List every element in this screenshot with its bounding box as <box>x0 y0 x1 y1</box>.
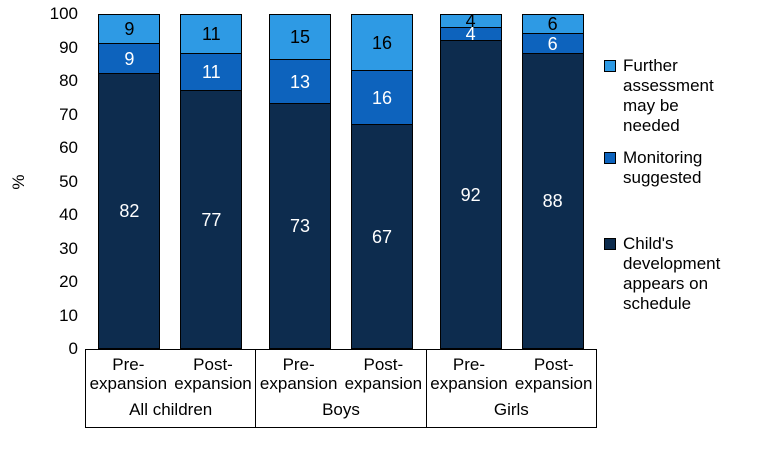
bar-group: 9 9 82 11 11 77 <box>85 14 256 349</box>
bar-segment-on_schedule: 88 <box>521 54 584 349</box>
y-tick-label: 90 <box>59 37 78 57</box>
bar-segment-on_schedule: 77 <box>180 91 243 349</box>
bar-segment-further: 4 <box>439 11 502 31</box>
bar-segment-further: 16 <box>351 14 413 71</box>
y-tick-label: 60 <box>59 138 78 157</box>
bar-segment-monitoring: 13 <box>269 60 331 104</box>
bar-segment-further: 6 <box>521 14 584 34</box>
stacked-bar: 6 6 88 <box>521 14 584 349</box>
y-tick-label: 40 <box>59 205 78 224</box>
bar-group: 4 4 92 6 6 88 <box>426 11 597 349</box>
bar-segment-monitoring: 6 <box>521 33 584 54</box>
legend-label: Further assessment may be needed <box>623 56 714 135</box>
bar-value-label: 73 <box>289 216 311 236</box>
bar-value-label: 6 <box>547 33 558 54</box>
bar-segment-monitoring: 4 <box>439 24 502 44</box>
x-axis-category-label: Pre-expansion <box>89 355 168 393</box>
stacked-bar: 16 16 67 <box>351 14 413 349</box>
y-tick-label: 0 <box>68 339 78 358</box>
bar-value-label: 15 <box>289 27 311 47</box>
bar-segment-monitoring: 9 <box>98 44 161 74</box>
x-axis-group-label: Girls <box>493 400 529 419</box>
legend-item-monitoring: Monitoring suggested <box>604 148 760 188</box>
x-axis-group-cell: Pre-expansion Post-expansion All children <box>86 350 255 427</box>
legend-item-further: Further assessment may be needed <box>604 56 760 136</box>
x-axis-group-label: Boys <box>322 400 360 419</box>
x-axis-category-row: Pre-expansion Post-expansion <box>86 355 255 393</box>
y-tick-label: 30 <box>59 238 78 258</box>
x-axis-group-cell: Pre-expansion Post-expansion Girls <box>425 350 596 427</box>
stacked-bar: 4 4 92 <box>439 11 502 349</box>
bar-value-label: 9 <box>124 48 135 69</box>
bar-segment-further: 11 <box>180 14 243 54</box>
bar-segment-further: 15 <box>269 14 331 60</box>
x-axis-category-label: Post-expansion <box>514 355 593 393</box>
y-tick-label: 10 <box>59 305 78 325</box>
x-axis-category-row: Pre-expansion Post-expansion <box>427 355 596 393</box>
bar-value-label: 6 <box>547 14 558 34</box>
x-axis-group-cell: Pre-expansion Post-expansion Boys <box>255 350 425 427</box>
x-axis-category-label: Post-expansion <box>174 355 252 393</box>
stacked-bar: 15 13 73 <box>269 14 331 349</box>
x-axis-group-label: All children <box>129 400 213 419</box>
legend-item-on_schedule: Child's development appears on schedule <box>604 234 760 314</box>
stacked-bar: 11 11 77 <box>180 14 243 349</box>
bar-segment-monitoring: 11 <box>180 54 243 91</box>
bar-value-label: 13 <box>289 71 311 92</box>
plot-area: 9 9 82 11 11 77 15 13 73 16 16 67 4 4 92 6 6 88 <box>85 11 597 349</box>
legend-swatch-icon <box>604 152 616 164</box>
bar-value-label: 92 <box>460 184 481 205</box>
y-tick-label: 70 <box>59 104 78 124</box>
bar-value-label: 82 <box>119 201 140 221</box>
bar-value-label: 9 <box>124 19 135 39</box>
bar-value-label: 88 <box>542 191 563 211</box>
x-axis-category-label: Pre-expansion <box>430 355 508 393</box>
y-tick-label: 80 <box>59 71 78 90</box>
bar-value-label: 11 <box>201 62 221 82</box>
x-axis-label-box: Pre-expansion Post-expansion All children P… <box>85 349 597 428</box>
bar-segment-monitoring: 16 <box>351 71 413 125</box>
y-tick-label: 100 <box>49 4 78 23</box>
bar-segment-on_schedule: 67 <box>351 125 413 349</box>
legend-swatch-icon <box>604 238 616 250</box>
bar-value-label: 11 <box>201 24 221 44</box>
bar-segment-on_schedule: 73 <box>269 104 331 349</box>
bar-value-label: 16 <box>371 87 393 108</box>
y-tick-label: 50 <box>59 171 78 191</box>
legend-swatch-icon <box>604 60 616 72</box>
stacked-bar: 9 9 82 <box>98 14 161 349</box>
bar-value-label: 4 <box>465 24 476 44</box>
bar-value-label: 77 <box>201 209 222 230</box>
bar-value-label: 16 <box>371 32 393 53</box>
bar-group: 15 13 73 16 16 67 <box>256 14 427 349</box>
legend-label: Monitoring suggested <box>623 148 703 187</box>
bar-segment-on_schedule: 82 <box>98 74 161 349</box>
x-axis-category-label: Post-expansion <box>344 355 423 393</box>
bar-value-label: 4 <box>465 11 476 31</box>
legend: Further assessment may be needed Monitori… <box>604 56 760 326</box>
bar-segment-on_schedule: 92 <box>439 41 502 349</box>
x-axis-category-label: Pre-expansion <box>259 355 338 393</box>
bar-value-label: 67 <box>371 226 393 247</box>
x-axis-category-row: Pre-expansion Post-expansion <box>256 355 425 393</box>
bar-segment-further: 9 <box>98 14 161 44</box>
y-tick-label: 20 <box>59 272 78 291</box>
legend-label: Child's development appears on schedule <box>623 234 721 313</box>
